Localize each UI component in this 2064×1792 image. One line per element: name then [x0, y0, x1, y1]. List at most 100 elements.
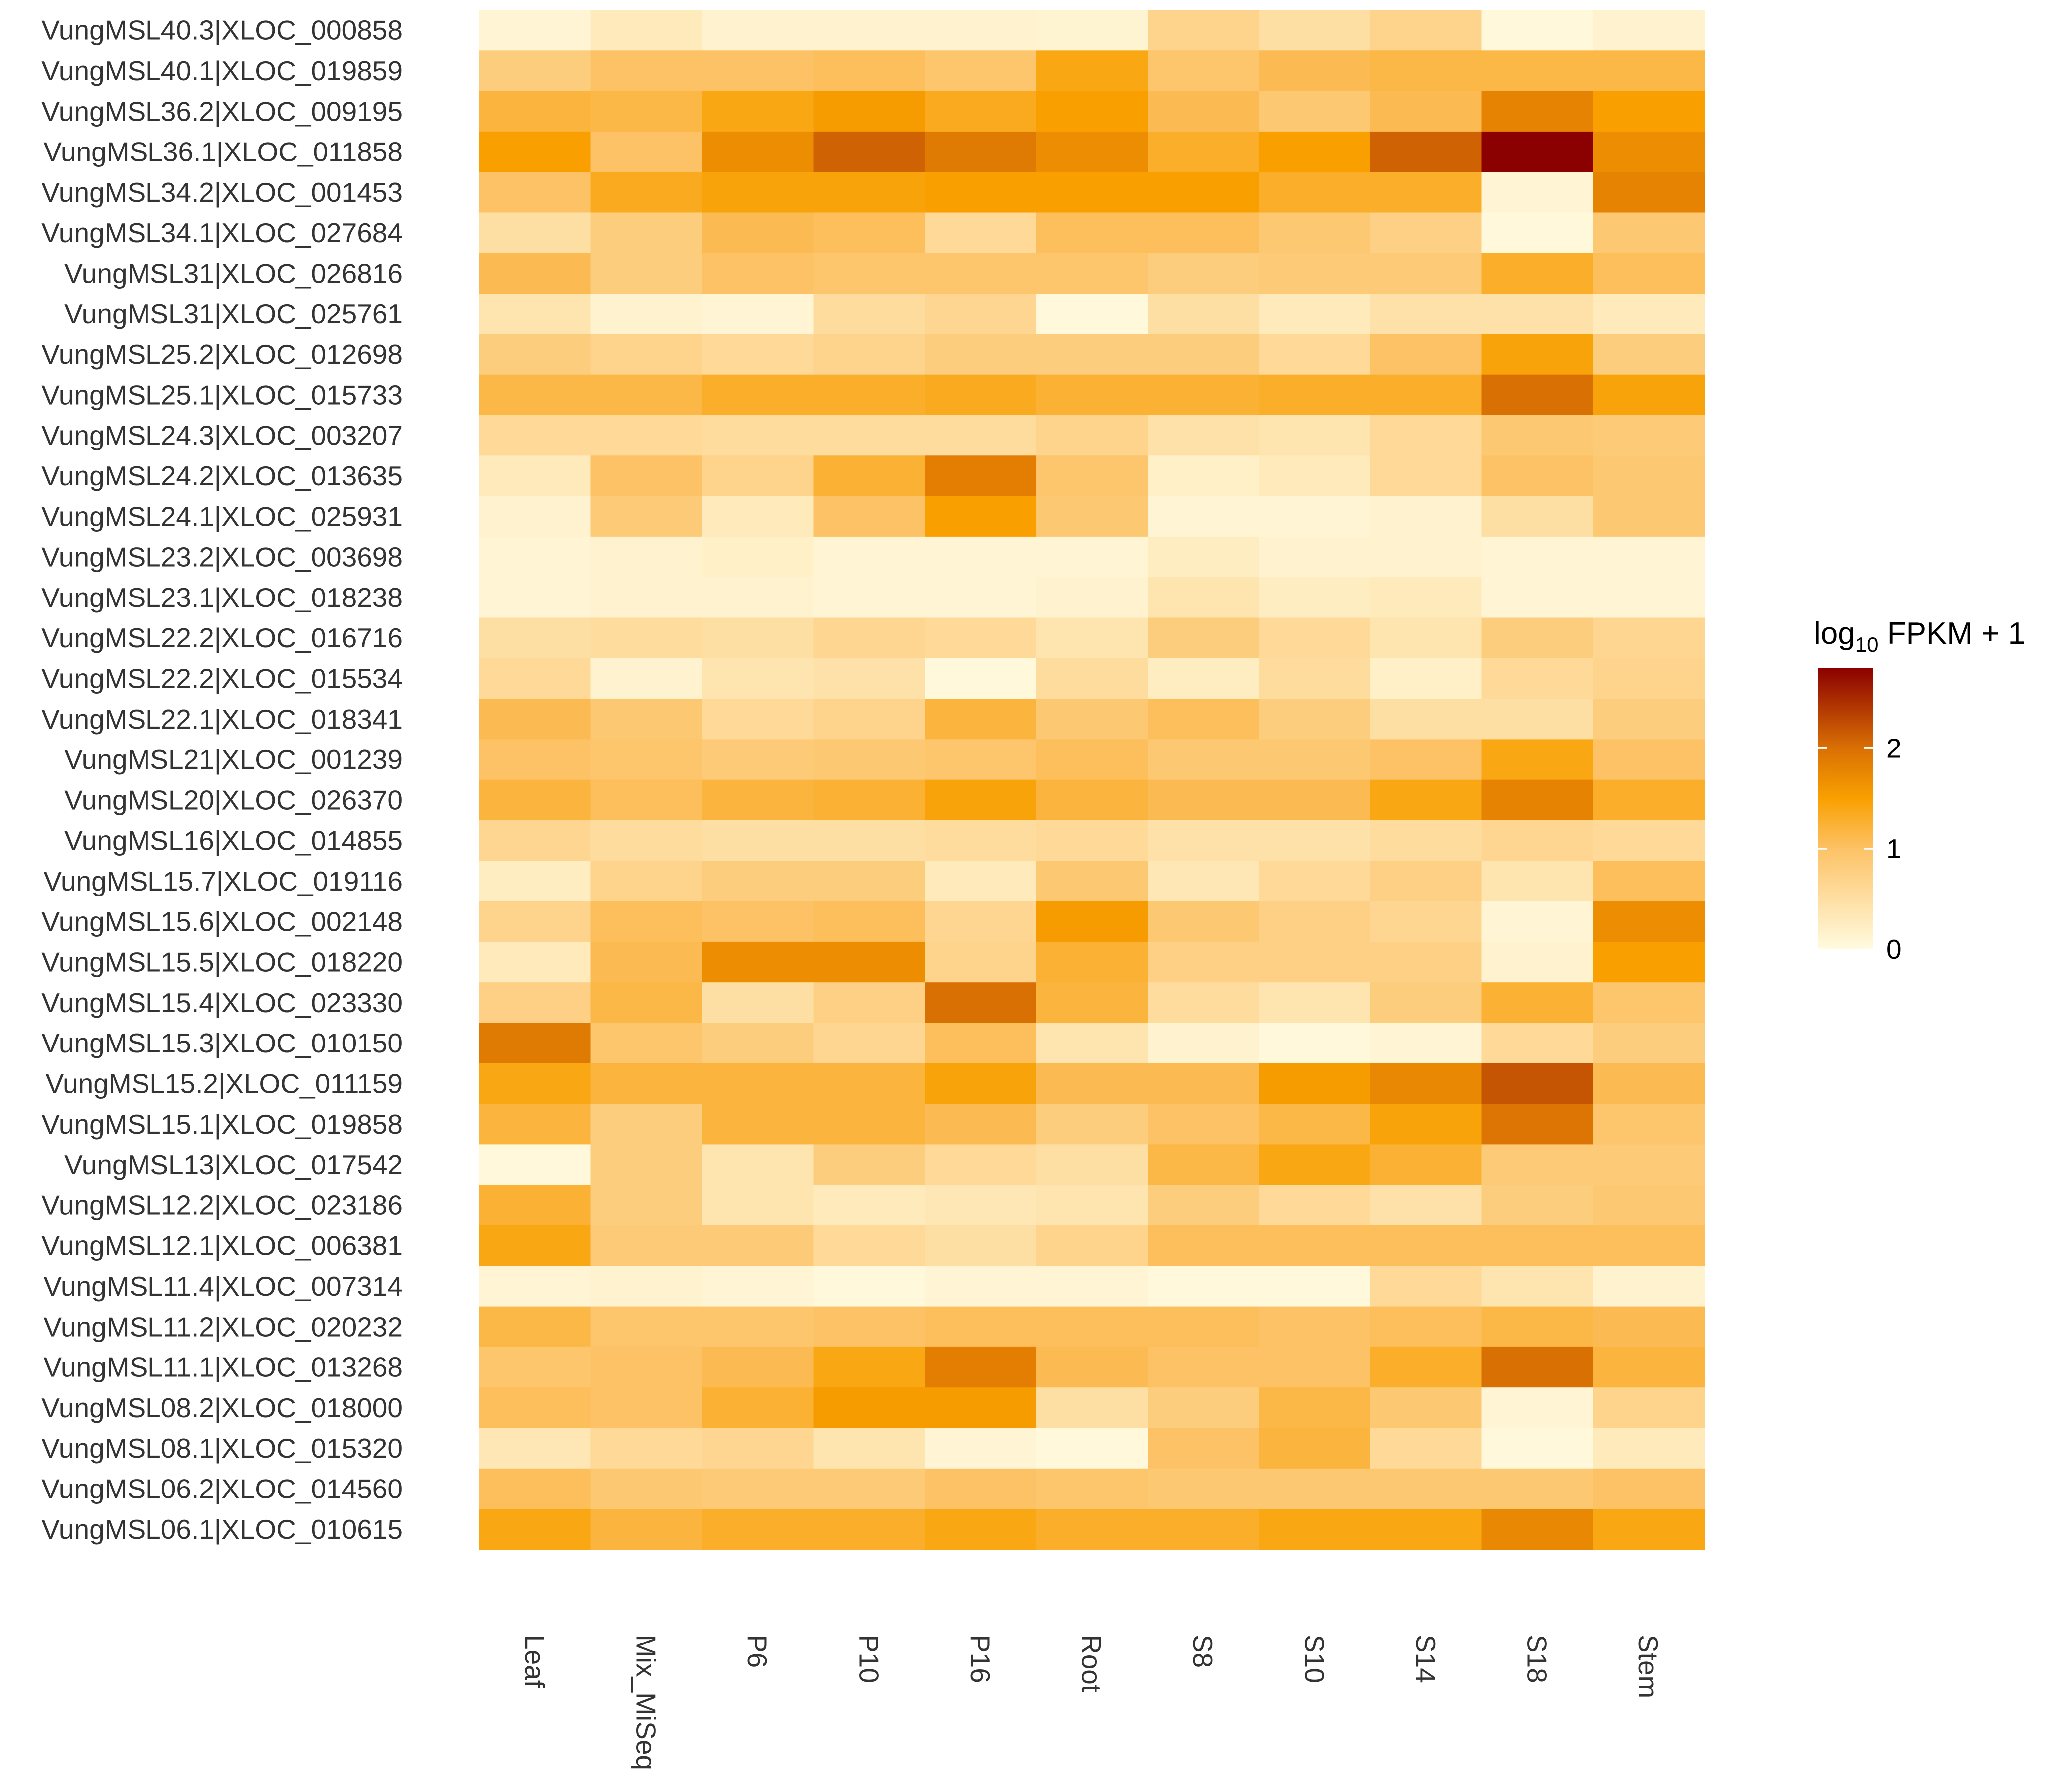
heatmap-cell — [1036, 901, 1148, 942]
heatmap-cell — [1259, 536, 1371, 578]
heatmap-cell — [925, 1509, 1037, 1550]
heatmap-cell — [925, 1185, 1037, 1226]
heatmap-cell — [1481, 1063, 1594, 1104]
heatmap-cell — [925, 131, 1037, 172]
heatmap-cell — [1259, 50, 1371, 92]
heatmap-cell — [702, 739, 814, 780]
row-label: VungMSL11.1|XLOC_013268 — [43, 1352, 403, 1383]
heatmap-cell — [1148, 941, 1260, 983]
heatmap-cell — [1370, 455, 1482, 497]
heatmap-cell — [590, 374, 703, 416]
heatmap-cell — [479, 1468, 591, 1509]
heatmap-cell — [813, 536, 925, 578]
heatmap-cell — [702, 91, 814, 132]
heatmap-cell — [1036, 982, 1148, 1024]
heatmap-cell — [813, 658, 925, 699]
heatmap-cell — [1036, 1144, 1148, 1186]
heatmap-cell — [925, 1023, 1037, 1064]
heatmap-cell — [1259, 1306, 1371, 1347]
heatmap-cell — [1593, 1144, 1705, 1186]
heatmap-cell — [479, 658, 591, 699]
heatmap-cell — [925, 699, 1037, 740]
heatmap-cell — [1259, 1468, 1371, 1509]
heatmap-cell — [813, 91, 925, 132]
heatmap-cell — [813, 1266, 925, 1307]
heatmap-cell — [1370, 617, 1482, 659]
heatmap-cell — [1370, 1104, 1482, 1145]
heatmap-cell — [1593, 699, 1705, 740]
heatmap-cell — [1148, 1428, 1260, 1469]
heatmap-cell — [1593, 1104, 1705, 1145]
heatmap-cell — [1259, 1509, 1371, 1550]
heatmap-cell — [1370, 294, 1482, 334]
heatmap-cell — [702, 455, 814, 497]
heatmap-cell — [1370, 1387, 1482, 1429]
heatmap-cell — [813, 577, 925, 618]
heatmap-cell — [1036, 1266, 1148, 1307]
heatmap-cell — [479, 1509, 591, 1550]
heatmap-cell — [1370, 1509, 1482, 1550]
legend-title: log10 FPKM + 1 — [1814, 616, 2025, 656]
heatmap-cell — [479, 1306, 591, 1347]
heatmap-cell — [1370, 1225, 1482, 1266]
legend-tick-label: 1 — [1886, 833, 1902, 864]
heatmap-cell — [702, 779, 814, 821]
heatmap-cell — [1481, 1023, 1594, 1064]
heatmap-cell — [702, 941, 814, 983]
heatmap-cell — [925, 617, 1037, 659]
heatmap-cell — [1370, 658, 1482, 699]
heatmap-cell — [1481, 294, 1594, 334]
heatmap-cell — [813, 1185, 925, 1226]
heatmap-cell — [1148, 1346, 1260, 1388]
heatmap-cell — [813, 1104, 925, 1145]
legend-title-rest: FPKM + 1 — [1878, 616, 2025, 651]
heatmap-cell — [1593, 91, 1705, 132]
heatmap-cell — [1259, 1063, 1371, 1104]
legend-tick-label: 2 — [1886, 733, 1902, 763]
legend-ticks: 0 1 2 — [1818, 733, 1902, 965]
heatmap-cell — [813, 739, 925, 780]
heatmap-cell — [1148, 172, 1260, 213]
heatmap-cell — [590, 496, 703, 537]
heatmap-cell — [702, 253, 814, 294]
heatmap-cell — [813, 861, 925, 902]
row-label: VungMSL22.2|XLOC_016716 — [41, 622, 403, 653]
heatmap-cell — [590, 455, 703, 497]
heatmap-cell — [925, 1468, 1037, 1509]
heatmap-cell — [813, 172, 925, 213]
heatmap-cell — [1148, 982, 1260, 1024]
heatmap-cells — [479, 10, 1705, 1550]
heatmap-cell — [925, 658, 1037, 699]
row-label: VungMSL24.1|XLOC_025931 — [41, 501, 403, 532]
heatmap-cell — [1481, 1387, 1594, 1429]
heatmap-cell — [1593, 901, 1705, 942]
heatmap-cell — [1036, 1387, 1148, 1429]
heatmap-cell — [1036, 779, 1148, 821]
heatmap-cell — [590, 10, 703, 51]
heatmap-cell — [1593, 1266, 1705, 1307]
heatmap-cell — [1259, 1225, 1371, 1266]
heatmap-cell — [925, 455, 1037, 497]
heatmap-cell — [1036, 10, 1148, 51]
heatmap-cell — [1259, 294, 1371, 334]
heatmap-cell — [702, 699, 814, 740]
heatmap-cell — [1593, 536, 1705, 578]
heatmap-cell — [1259, 455, 1371, 497]
heatmap-cell — [813, 212, 925, 254]
heatmap-cell — [590, 617, 703, 659]
heatmap-cell — [1481, 1509, 1594, 1550]
heatmap-cell — [925, 10, 1037, 51]
heatmap-cell — [1593, 658, 1705, 699]
heatmap-cell — [702, 1104, 814, 1145]
heatmap-cell — [702, 861, 814, 902]
heatmap-cell — [1259, 496, 1371, 537]
heatmap-cell — [702, 982, 814, 1024]
row-label: VungMSL06.1|XLOC_010615 — [41, 1514, 403, 1545]
heatmap-cell — [702, 1387, 814, 1429]
heatmap-cell — [702, 172, 814, 213]
heatmap-cell — [590, 1225, 703, 1266]
heatmap-cell — [1370, 415, 1482, 456]
heatmap-cell — [1370, 1428, 1482, 1469]
heatmap-cell — [1148, 415, 1260, 456]
